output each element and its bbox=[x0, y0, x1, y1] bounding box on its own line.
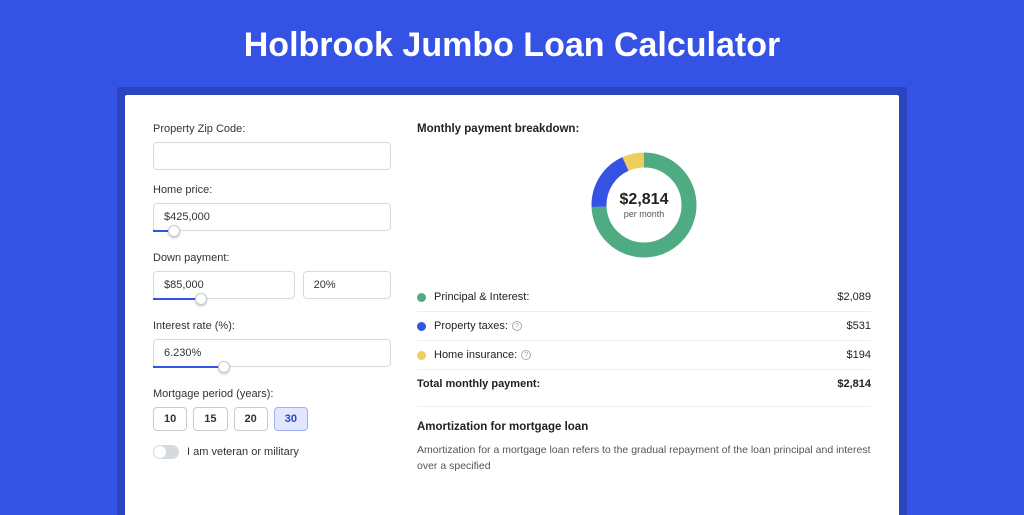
veteran-label: I am veteran or military bbox=[187, 446, 299, 458]
breakdown-title: Monthly payment breakdown: bbox=[417, 123, 871, 135]
period-option-15[interactable]: 15 bbox=[193, 407, 227, 431]
interest-slider[interactable] bbox=[153, 366, 391, 374]
legend-value: $2,089 bbox=[837, 291, 871, 303]
legend-row: Principal & Interest:$2,089 bbox=[417, 283, 871, 312]
info-icon[interactable]: ? bbox=[512, 321, 522, 331]
down-payment-pct-input[interactable] bbox=[303, 271, 391, 299]
zip-label: Property Zip Code: bbox=[153, 123, 391, 135]
legend-value: $531 bbox=[847, 320, 871, 332]
info-icon[interactable]: ? bbox=[521, 350, 531, 360]
legend-dot bbox=[417, 293, 426, 302]
legend-value: $194 bbox=[847, 349, 871, 361]
legend-dot bbox=[417, 322, 426, 331]
veteran-row: I am veteran or military bbox=[153, 445, 391, 459]
amort-text: Amortization for a mortgage loan refers … bbox=[417, 443, 871, 475]
legend-label: Principal & Interest: bbox=[434, 291, 837, 303]
period-option-10[interactable]: 10 bbox=[153, 407, 187, 431]
breakdown-column: Monthly payment breakdown: $2,814 per mo… bbox=[417, 123, 871, 515]
period-field: Mortgage period (years): 1015 2030 bbox=[153, 388, 391, 431]
interest-field: Interest rate (%): bbox=[153, 320, 391, 374]
legend-label: Property taxes:? bbox=[434, 320, 847, 332]
legend: Principal & Interest:$2,089Property taxe… bbox=[417, 283, 871, 370]
legend-row: Property taxes:?$531 bbox=[417, 312, 871, 341]
home-price-label: Home price: bbox=[153, 184, 391, 196]
interest-label: Interest rate (%): bbox=[153, 320, 391, 332]
down-payment-slider[interactable] bbox=[153, 298, 391, 306]
home-price-field: Home price: bbox=[153, 184, 391, 238]
donut-sub: per month bbox=[624, 209, 665, 219]
legend-total-row: Total monthly payment: $2,814 bbox=[417, 370, 871, 398]
page-title: Holbrook Jumbo Loan Calculator bbox=[0, 0, 1024, 87]
legend-label: Home insurance:? bbox=[434, 349, 847, 361]
period-option-20[interactable]: 20 bbox=[234, 407, 268, 431]
period-options: 1015 2030 bbox=[153, 407, 391, 431]
zip-input[interactable] bbox=[153, 142, 391, 170]
amort-block: Amortization for mortgage loan Amortizat… bbox=[417, 406, 871, 475]
donut-chart: $2,814 per month bbox=[584, 145, 704, 265]
form-column: Property Zip Code: Home price: Down paym… bbox=[153, 123, 391, 515]
down-payment-label: Down payment: bbox=[153, 252, 391, 264]
legend-total-value: $2,814 bbox=[837, 378, 871, 390]
calculator-card: Property Zip Code: Home price: Down paym… bbox=[125, 95, 899, 515]
period-option-30[interactable]: 30 bbox=[274, 407, 308, 431]
legend-row: Home insurance:?$194 bbox=[417, 341, 871, 370]
zip-field: Property Zip Code: bbox=[153, 123, 391, 170]
home-price-input[interactable] bbox=[153, 203, 391, 231]
legend-dot bbox=[417, 351, 426, 360]
veteran-toggle[interactable] bbox=[153, 445, 179, 459]
home-price-slider[interactable] bbox=[153, 230, 391, 238]
donut-wrap: $2,814 per month bbox=[417, 145, 871, 265]
down-payment-field: Down payment: bbox=[153, 252, 391, 306]
interest-input[interactable] bbox=[153, 339, 391, 367]
down-payment-amount-input[interactable] bbox=[153, 271, 295, 299]
period-label: Mortgage period (years): bbox=[153, 388, 391, 400]
legend-total-label: Total monthly payment: bbox=[417, 378, 837, 390]
donut-amount: $2,814 bbox=[620, 191, 669, 209]
card-shadow: Property Zip Code: Home price: Down paym… bbox=[117, 87, 907, 515]
amort-title: Amortization for mortgage loan bbox=[417, 421, 871, 433]
